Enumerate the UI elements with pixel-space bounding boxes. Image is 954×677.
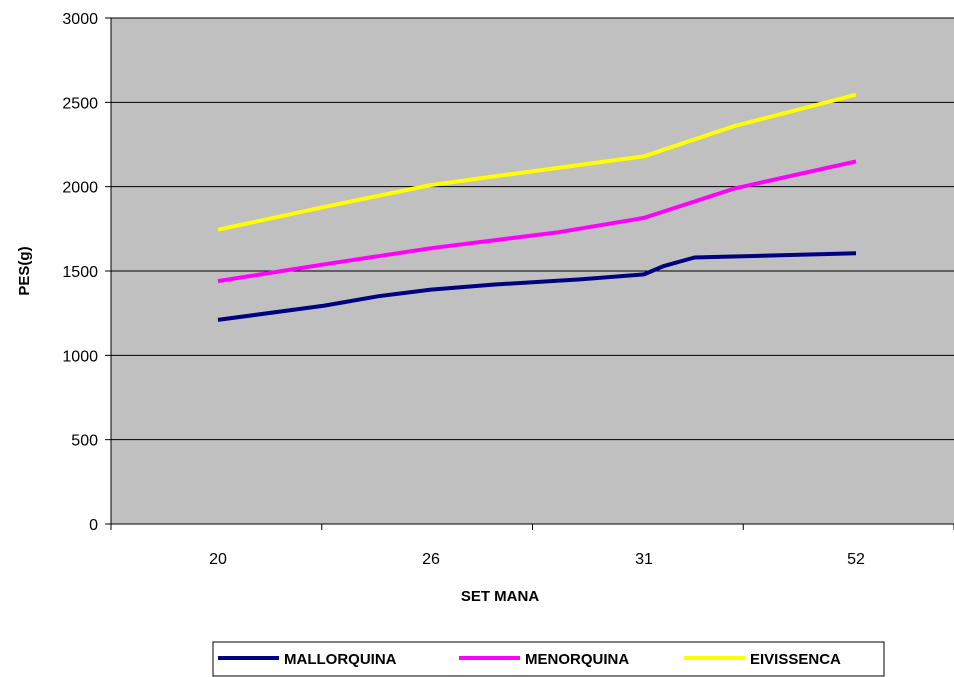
series-line-eivissenca <box>217 92 857 232</box>
y-axis-title: PES(g) <box>16 246 33 295</box>
legend-label-mallorquina: MALLORQUINA <box>284 651 397 668</box>
series-line-menorquina <box>217 159 857 284</box>
y-tick-label: 1500 <box>62 264 98 281</box>
x-axis-ticks: 20 26 31 52 <box>110 524 954 568</box>
y-tick-label: 500 <box>71 433 98 450</box>
legend-label-menorquina: MENORQUINA <box>525 651 629 668</box>
legend: MALLORQUINA MENORQUINA EIVISSENCA <box>212 641 885 677</box>
legend-label-eivissenca: EIVISSENCA <box>750 651 841 668</box>
x-tick-label: 26 <box>422 551 440 568</box>
y-tick-label: 2000 <box>62 180 98 197</box>
x-axis-title: SET MANA <box>461 588 540 605</box>
y-tick-label: 0 <box>89 517 98 534</box>
y-axis-ticks: 0 500 1000 1500 2000 2500 3000 <box>62 11 111 534</box>
x-tick-label: 52 <box>847 551 865 568</box>
x-tick-label: 20 <box>209 551 227 568</box>
series-lines <box>217 92 857 322</box>
series-line-mallorquina <box>217 251 857 322</box>
gridlines <box>111 17 954 441</box>
y-tick-label: 1000 <box>62 348 98 365</box>
y-tick-label: 3000 <box>62 11 98 28</box>
y-tick-label: 2500 <box>62 95 98 112</box>
legend-box <box>212 641 885 677</box>
x-tick-label: 31 <box>635 551 653 568</box>
